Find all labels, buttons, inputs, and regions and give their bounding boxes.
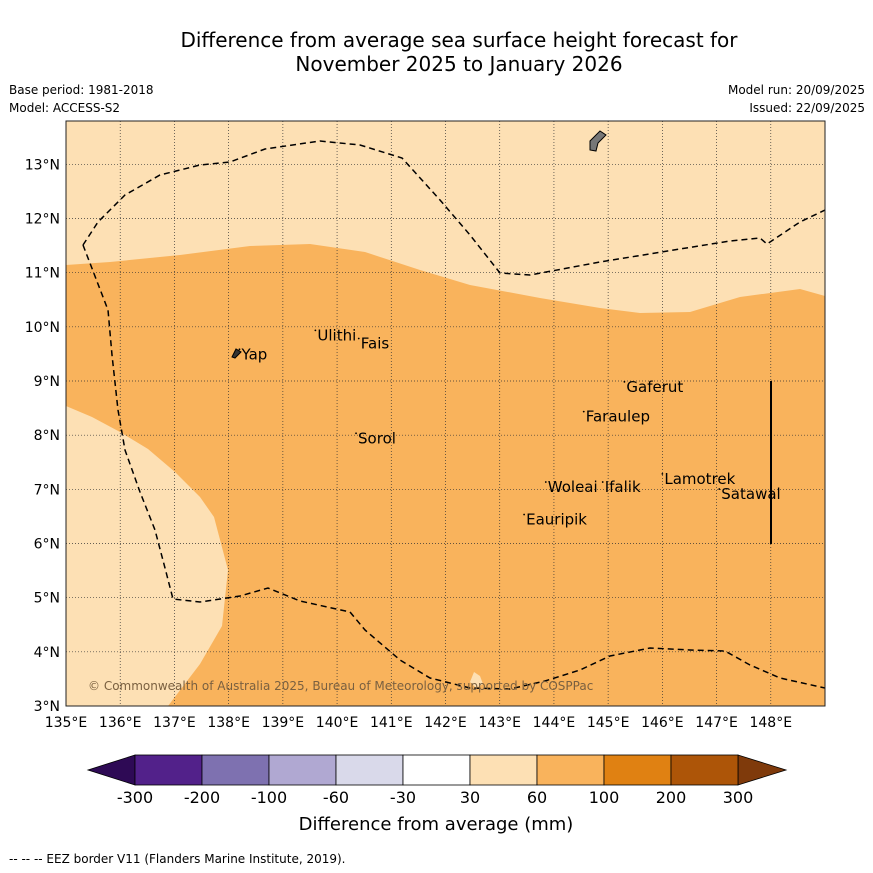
place-marker (601, 481, 604, 483)
map-frame (65, 120, 826, 707)
yap-island (231, 348, 242, 359)
field-30-60-patch (470, 672, 483, 688)
place-marker (355, 432, 357, 435)
guam-island (589, 130, 607, 152)
place-label: Fais (361, 335, 390, 353)
place-label: Ifalik (605, 478, 641, 496)
eez-border-north (82, 140, 825, 276)
y-tick-label: 3°N (34, 699, 60, 715)
x-tick-labels: 135°E 136°E 137°E 138°E 139°E 140°E 141°E 142°E… (45, 715, 792, 731)
colorbar-segment (134, 754, 203, 786)
place-marker (357, 337, 360, 340)
y-tick-labels: 13°N 12°N 11°N 10°N 9°N 8°N 7°N 6°N 5°N 4°N 3°N (25, 157, 60, 715)
y-tick-label: 8°N (34, 428, 60, 444)
x-tick-label: 138°E (207, 715, 250, 731)
colorbar-segment (268, 754, 337, 786)
model-run: Model run: 20/09/2025 (727, 83, 865, 97)
x-tick-label: 140°E (316, 715, 359, 731)
title-line-1: Difference from average sea surface heig… (180, 28, 738, 52)
colorbar-tick-label: -60 (323, 788, 349, 807)
place-marker (718, 488, 721, 490)
x-tick-label: 144°E (533, 715, 576, 731)
colorbar-tick-label: 30 (460, 788, 480, 807)
place-labels: Yap Ulithi Fais Sorol Gaferut Faraulep Woleai I… (238, 326, 781, 529)
colorbar-tick-label: 100 (589, 788, 620, 807)
place-label: Satawal (721, 485, 780, 503)
colorbar-segment (603, 754, 672, 786)
place-label: Eauripik (526, 511, 587, 529)
y-tick-label: 12°N (25, 212, 60, 228)
x-tick-label: 143°E (478, 715, 521, 731)
map-plot-area: Yap Ulithi Fais Sorol Gaferut Faraulep Woleai I… (66, 121, 825, 706)
graticule (66, 121, 825, 706)
colorbar-extend-low (86, 754, 136, 786)
place-label: Gaferut (626, 378, 683, 396)
title-line-2: November 2025 to January 2026 (295, 52, 623, 76)
colorbar-segment (335, 754, 404, 786)
colorbar-ticks: -300 -200 -100 -60 -30 30 60 100 200 300 (117, 788, 753, 807)
place-marker (661, 473, 664, 475)
colorbar-tick-label: -300 (117, 788, 153, 807)
colorbar-tick-label: -30 (390, 788, 416, 807)
meta-left: Base period: 1981-2018 Model: ACCESS-S2 (9, 81, 154, 117)
eez-border-west (82, 244, 825, 690)
y-tick-label: 4°N (34, 645, 60, 661)
colorbar-tick-label: 200 (656, 788, 687, 807)
colorbar-extend-high (737, 754, 788, 786)
place-label: Yap (240, 345, 267, 363)
place-marker (314, 329, 317, 332)
colorbar-segment (201, 754, 270, 786)
place-label: Lamotrek (664, 470, 735, 488)
colorbar-segment (402, 754, 471, 786)
y-tick-label: 10°N (25, 320, 60, 336)
y-tick-label: 7°N (34, 482, 60, 498)
place-marker (238, 348, 241, 351)
place-marker (544, 481, 547, 483)
meta-right: Model run: 20/09/2025 Issued: 22/09/2025 (728, 81, 865, 117)
colorbar (86, 754, 788, 786)
colorbar-tick-label: -100 (251, 788, 287, 807)
x-tick-label: 135°E (45, 715, 88, 731)
colorbar-tick-label: -200 (184, 788, 220, 807)
x-tick-label: 142°E (424, 715, 467, 731)
colorbar-segment (469, 754, 538, 786)
place-label: Sorol (358, 429, 396, 447)
place-marker (623, 380, 626, 383)
x-tick-label: 137°E (153, 715, 196, 731)
copyright-text: © Commonwealth of Australia 2025, Bureau… (88, 679, 593, 693)
colorbar-tick-label: 300 (723, 788, 754, 807)
x-tick-label: 146°E (641, 715, 684, 731)
y-tick-label: 6°N (34, 537, 60, 553)
colorbar-segment (670, 754, 739, 786)
place-marker (582, 410, 585, 413)
x-tick-label: 148°E (749, 715, 792, 731)
model-name: Model: ACCESS-S2 (9, 101, 121, 115)
eez-footnote: -- -- -- EEZ border V11 (Flanders Marine… (9, 852, 346, 866)
place-label: Woleai (548, 478, 598, 496)
base-period: Base period: 1981-2018 (9, 83, 154, 97)
y-tick-label: 13°N (25, 157, 60, 173)
place-label: Ulithi (317, 326, 356, 344)
colorbar-segment (536, 754, 605, 786)
x-tick-label: 136°E (99, 715, 142, 731)
x-tick-label: 141°E (370, 715, 413, 731)
chart-title: Difference from average sea surface heig… (0, 28, 873, 76)
x-tick-label: 147°E (695, 715, 738, 731)
y-tick-label: 5°N (34, 591, 60, 607)
y-tick-label: 9°N (34, 374, 60, 390)
x-tick-label: 145°E (587, 715, 630, 731)
place-marker (523, 513, 526, 516)
x-tick-label: 139°E (262, 715, 305, 731)
issued-date: Issued: 22/09/2025 (749, 101, 865, 115)
place-label: Faraulep (586, 408, 650, 426)
colorbar-label: Difference from average (mm) (299, 814, 574, 835)
colorbar-tick-label: 60 (527, 788, 547, 807)
y-tick-label: 11°N (25, 266, 60, 282)
